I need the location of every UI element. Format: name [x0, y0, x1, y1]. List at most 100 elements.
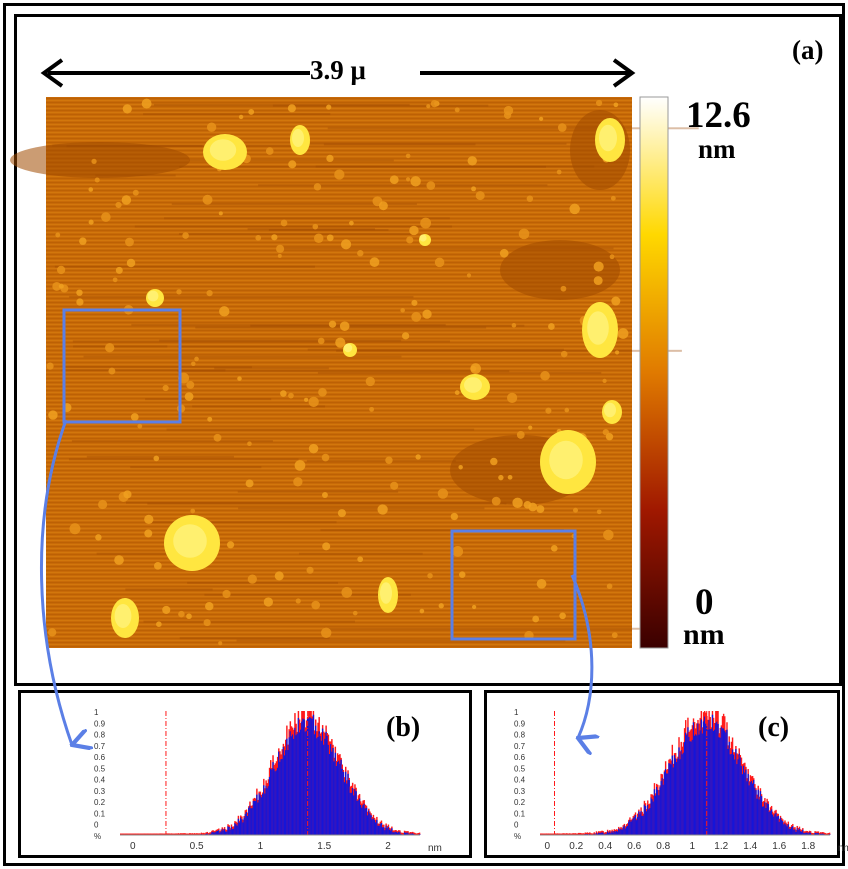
hist-bar: [318, 731, 320, 835]
hist-outline-bar: [545, 833, 547, 835]
hist-bar: [275, 770, 278, 835]
hist-outline-bar: [544, 833, 546, 835]
hist-bar: [612, 832, 614, 835]
hist-outline-bar: [143, 833, 145, 835]
hist-bar: [695, 734, 697, 835]
roi-box-left: [62, 308, 182, 424]
hist-bar: [619, 829, 621, 835]
panel-b-label: (b): [386, 712, 421, 743]
hist-outline-bar: [552, 833, 554, 835]
hist-bar: [290, 736, 293, 835]
hist-bar: [251, 808, 253, 835]
hist-bar: [273, 768, 275, 835]
hist-ytick-label: 0.3: [94, 787, 106, 796]
hist-outline-bar: [173, 833, 175, 835]
hist-bar: [764, 802, 766, 835]
hist-xtick-label: 0: [130, 841, 136, 852]
hist-xtick-label: 1: [258, 841, 264, 852]
hist-bar: [357, 800, 360, 835]
hist-bar: [784, 823, 786, 835]
hist-xtick-label: 1.5: [317, 841, 331, 852]
hist-bar: [409, 833, 412, 835]
hist-bar: [773, 816, 775, 835]
hist-bar: [405, 832, 407, 835]
hist-bar: [745, 769, 747, 835]
hist-xtick-label: 1.2: [714, 841, 728, 852]
hist-bar: [789, 828, 792, 835]
hist-bar: [640, 811, 642, 835]
hist-bar: [338, 760, 340, 835]
hist-bar: [777, 815, 779, 835]
hist-bar: [252, 800, 255, 835]
hist-bar: [233, 828, 235, 835]
hist-bar: [776, 816, 778, 835]
hist-bar: [212, 831, 214, 835]
hist-bar: [727, 748, 729, 835]
hist-bar: [728, 741, 730, 835]
hist-bar: [796, 827, 798, 835]
hist-bar: [291, 734, 294, 835]
hist-ytick-label: 0: [94, 821, 99, 830]
hist-bar: [390, 830, 392, 835]
hist-bar: [249, 805, 251, 835]
hist-bar: [726, 729, 728, 835]
hist-bar: [786, 826, 788, 835]
hist-bar: [787, 824, 790, 835]
hist-bar: [631, 820, 633, 835]
hist-bar: [270, 768, 272, 835]
hist-outline-bar: [409, 832, 412, 835]
hist-outline-bar: [585, 832, 588, 835]
hist-bar: [768, 812, 771, 835]
hist-bar: [681, 754, 684, 835]
hist-outline-bar: [125, 833, 128, 835]
hist-bar: [211, 832, 213, 835]
hist-bar: [691, 739, 694, 835]
hist-outline-bar: [825, 833, 827, 835]
hist-bar: [321, 728, 324, 835]
hist-bar: [696, 735, 698, 835]
hist-bar: [375, 822, 377, 835]
hist-bar: [289, 731, 292, 835]
hist-outline-bar: [184, 833, 187, 835]
hist-bar: [227, 826, 229, 835]
hist-bar: [324, 738, 326, 835]
hist-bar: [756, 798, 758, 835]
hist-bar: [763, 806, 765, 835]
hist-outline-bar: [416, 833, 418, 835]
hist-bar: [303, 719, 305, 835]
hist-outline-bar: [591, 833, 593, 835]
hist-bar: [215, 831, 218, 835]
hist-outline-bar: [818, 832, 821, 835]
hist-bar: [391, 828, 393, 835]
hist-outline-bar: [195, 833, 197, 835]
hist-outline-bar: [417, 832, 420, 835]
hist-bar: [748, 785, 750, 835]
hist-outline-bar: [567, 833, 570, 835]
hist-xtick-label: 0.6: [627, 841, 641, 852]
hist-bar: [717, 724, 719, 835]
hist-bar: [206, 833, 208, 835]
hist-bar: [385, 825, 387, 835]
hist-bar: [801, 831, 803, 835]
hist-bar: [377, 825, 379, 835]
hist-ytick-label: 0.6: [94, 753, 106, 762]
hist-bar: [702, 721, 705, 835]
hist-bar: [216, 830, 219, 835]
panel-c-frame: [484, 690, 840, 858]
hist-outline-bar: [183, 833, 185, 835]
hist-bar: [641, 815, 643, 835]
hist-bar: [701, 733, 704, 835]
hist-outline-bar: [541, 833, 543, 835]
hist-outline-bar: [120, 833, 122, 835]
hist-bar: [645, 811, 648, 835]
hist-bar: [724, 730, 726, 835]
hist-bar: [807, 833, 810, 835]
hist-outline-bar: [402, 832, 405, 835]
hist-bar: [327, 744, 330, 835]
hist-bar: [308, 718, 310, 835]
hist-outline-bar: [189, 833, 191, 835]
hist-bar: [240, 817, 242, 835]
hist-bar: [783, 824, 785, 835]
hist-bar: [738, 753, 740, 835]
hist-bar: [411, 833, 414, 835]
